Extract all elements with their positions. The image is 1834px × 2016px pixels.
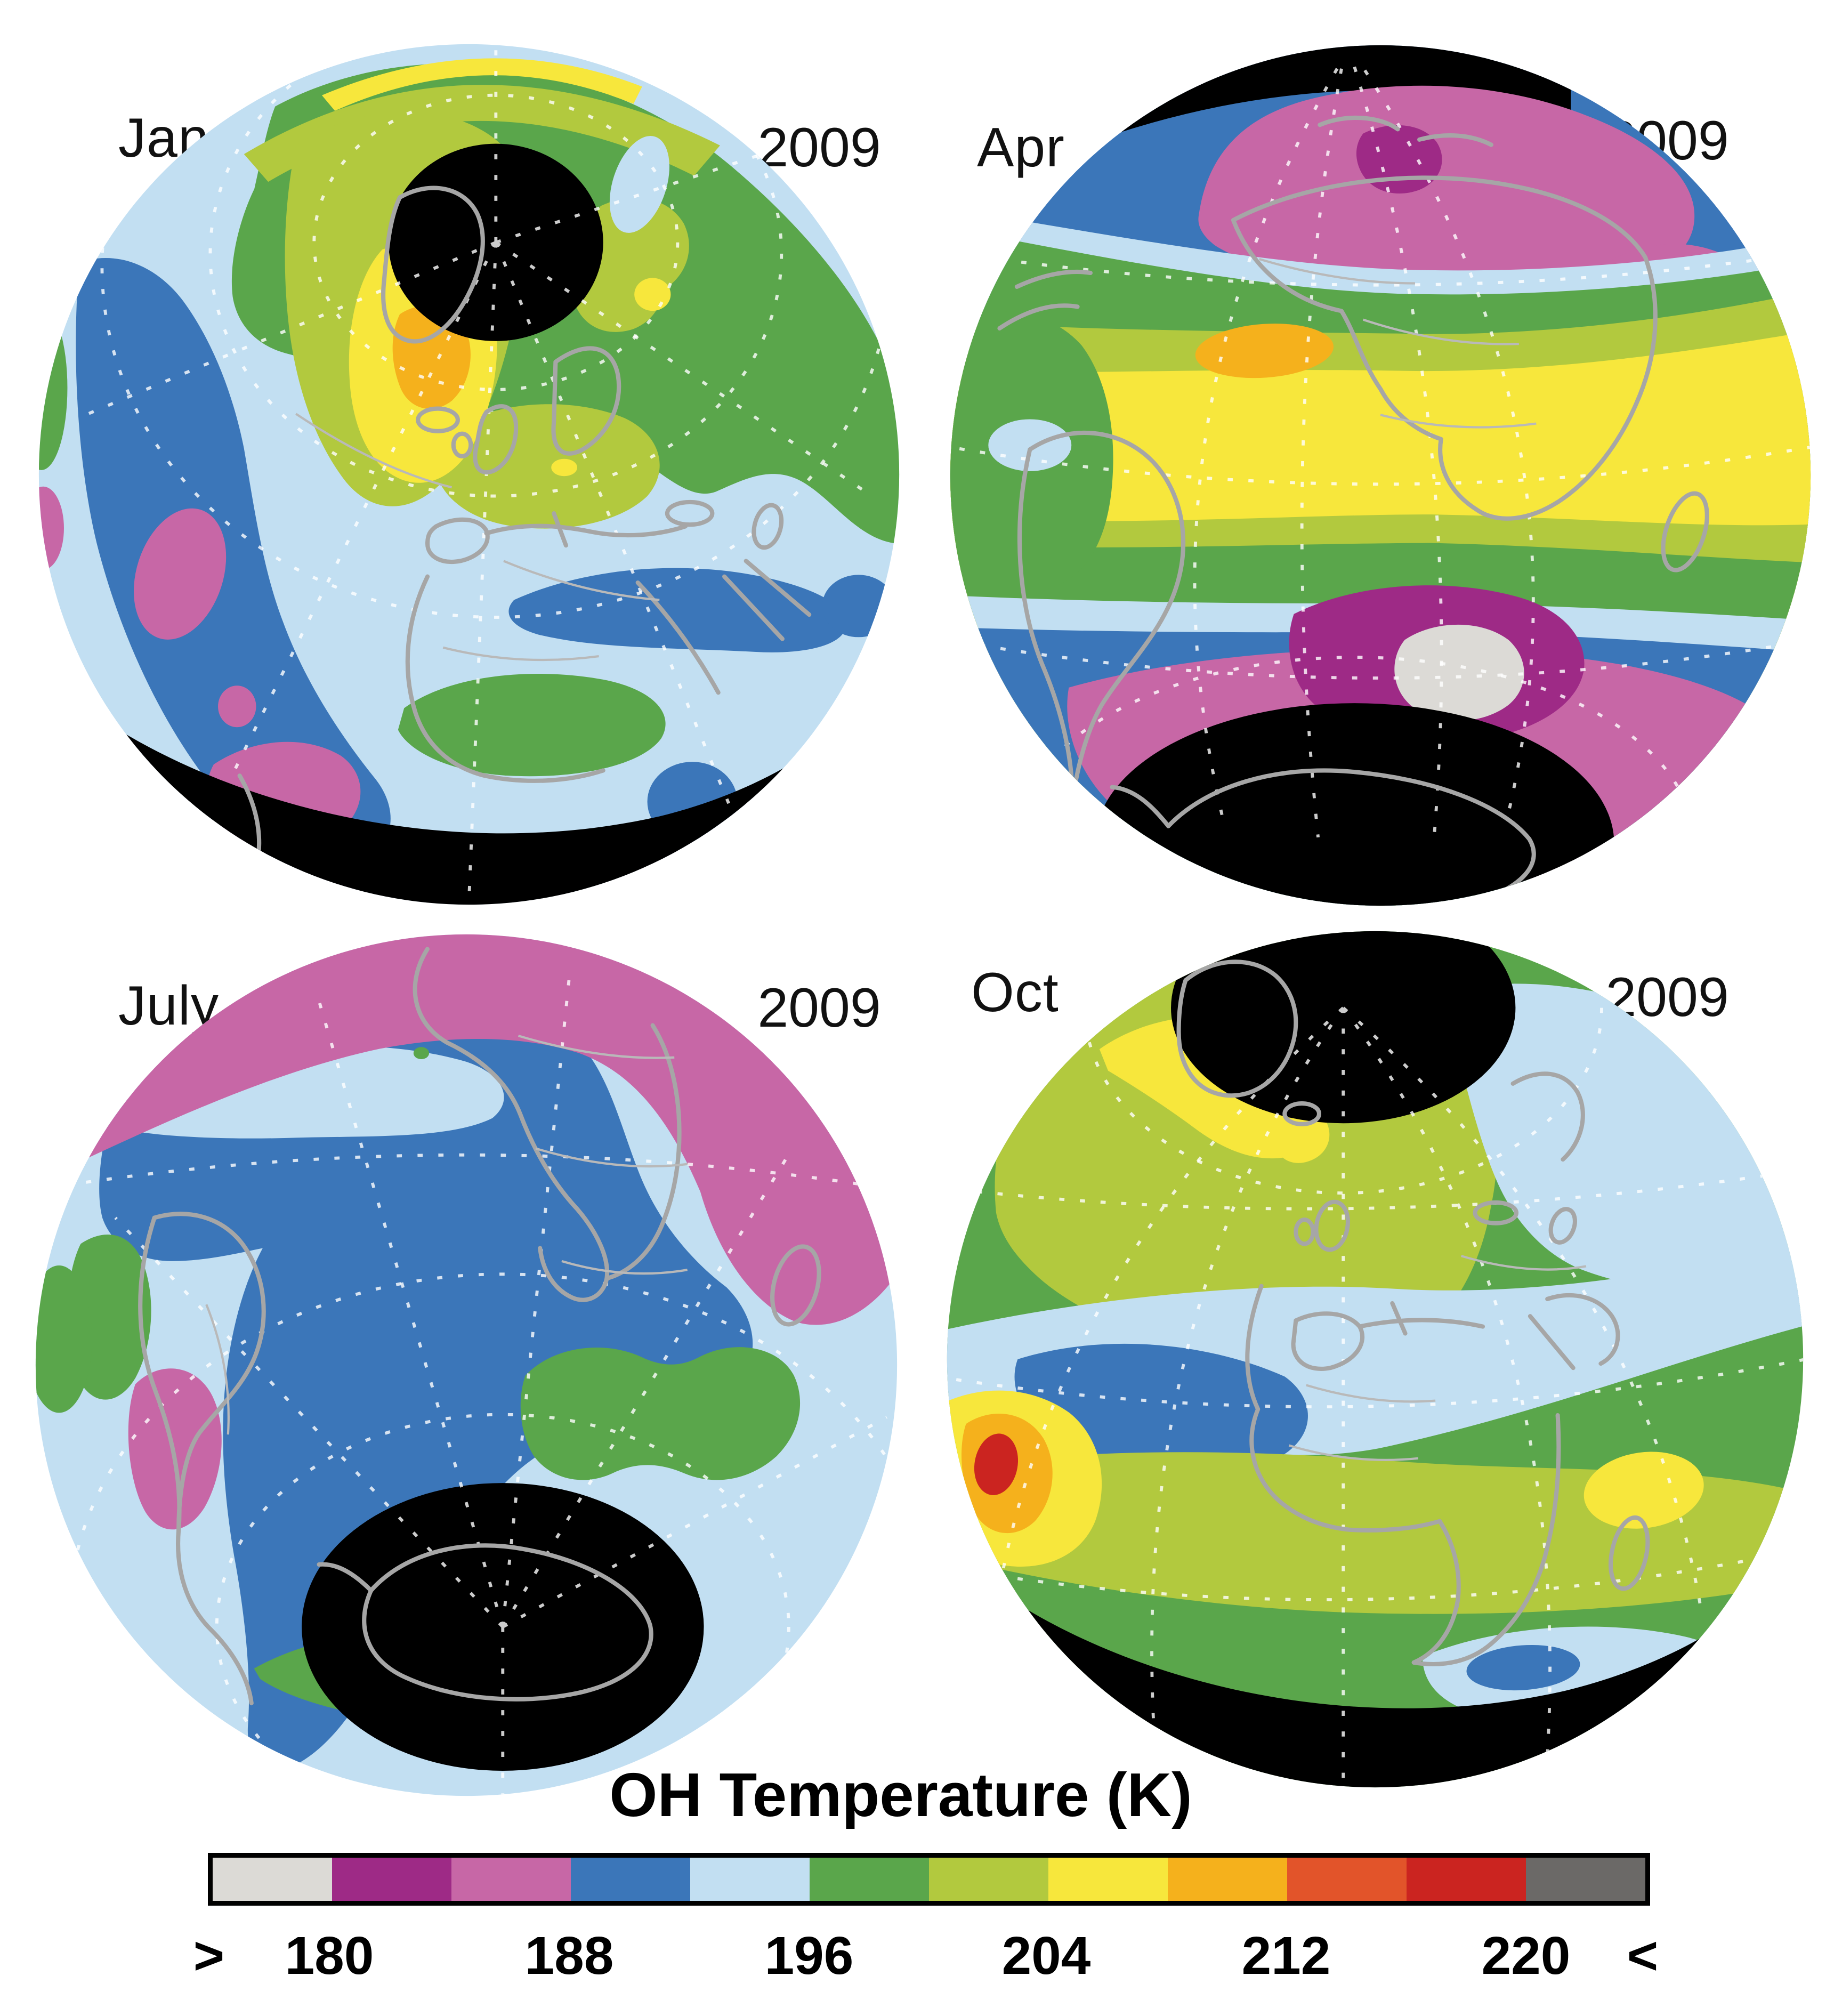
- jan-hole-192-196: [609, 136, 669, 233]
- panel-oct-month-label: Oct: [971, 962, 1059, 1023]
- colorbar-seg-below-180: [213, 1858, 332, 1901]
- globe-apr: [950, 45, 1811, 906]
- colorbar-seg-212-216: [1287, 1858, 1407, 1901]
- colorbar-tick-220: 220: [1481, 1926, 1571, 1986]
- colorbar-tick-lt: <: [1627, 1926, 1659, 1986]
- colorbar-tick-gt: >: [193, 1926, 225, 1986]
- colorbar: [208, 1853, 1650, 1906]
- colorbar-seg-184-188: [451, 1858, 571, 1901]
- colorbar-seg-192-196: [690, 1858, 810, 1901]
- july-contour-188-192: [99, 999, 753, 1769]
- colorbar-seg-216-220: [1407, 1858, 1526, 1901]
- apr-contour-208-212: [1195, 324, 1334, 378]
- colorbar-seg-200-204: [929, 1858, 1048, 1901]
- apr-core-below-180: [1394, 624, 1524, 721]
- panel-july-year-label: 2009: [757, 977, 881, 1039]
- jan-contour-wafrica-196-200: [398, 673, 666, 777]
- colorbar-tick-212: 212: [1241, 1926, 1331, 1986]
- jan-contour-188-192: [76, 258, 895, 862]
- colorbar-seg-196-200: [810, 1858, 929, 1901]
- colorbar-tick-188: 188: [524, 1926, 614, 1986]
- colorbar-seg-204-208: [1048, 1858, 1168, 1901]
- july-coastlines: [138, 947, 821, 1706]
- colorbar-tick-204: 204: [1001, 1926, 1091, 1986]
- colorbar-tick-180: 180: [285, 1926, 374, 1986]
- globe-jan: [38, 44, 900, 905]
- colorbar-seg-above-220: [1526, 1858, 1645, 1901]
- panel-jan-year-label: 2009: [757, 117, 881, 179]
- apr-south-polar-cap-nodata: [1095, 703, 1614, 906]
- colorbar-tick-196: 196: [764, 1926, 854, 1986]
- panel-apr-month-label: Apr: [977, 117, 1065, 179]
- oct-contour-216-220: [974, 1433, 1019, 1495]
- colorbar-seg-188-192: [571, 1858, 690, 1901]
- oct-coastlines: [1176, 959, 1650, 1667]
- oct-graticule: [947, 931, 1804, 1788]
- july-graticule: [35, 966, 898, 1796]
- apr-hole-192-196-left: [988, 419, 1072, 471]
- colorbar-seg-180-184: [332, 1858, 451, 1901]
- july-contour-184-188: [35, 934, 898, 1530]
- oct-contour-188-192-se: [1466, 1644, 1580, 1691]
- colorbar-seg-208-212: [1168, 1858, 1287, 1901]
- apr-coastlines: [997, 115, 1709, 906]
- legend-title: OH Temperature (K): [609, 1760, 1192, 1829]
- globe-oct: [947, 931, 1804, 1788]
- globe-july: [35, 934, 898, 1796]
